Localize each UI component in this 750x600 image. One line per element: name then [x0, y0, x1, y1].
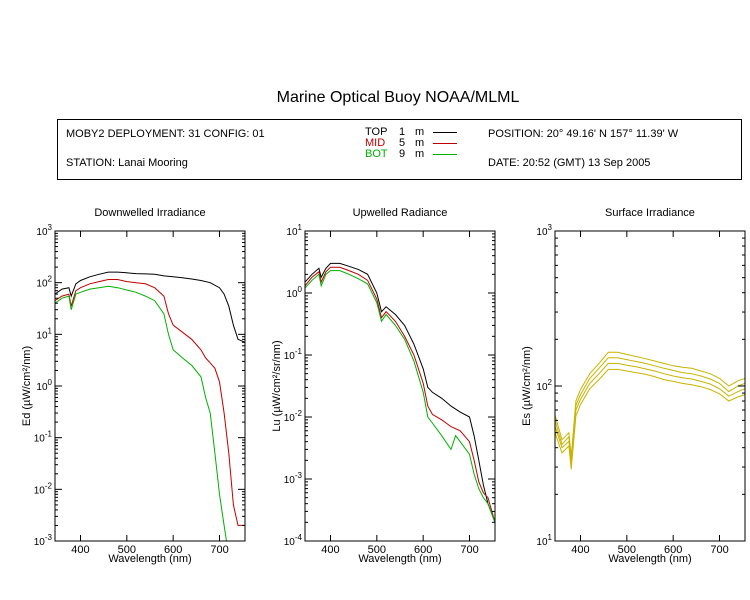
legend-top-name: TOP — [365, 126, 388, 138]
legend-top-depth: 1 — [399, 126, 406, 138]
legend-bot-unit: m — [415, 148, 425, 160]
x-tick-label: 500 — [118, 544, 136, 556]
y-axis-label: Es (µW/cm²/nm) — [521, 346, 533, 426]
series-line-top — [55, 271, 245, 343]
y-tick-label: 101 — [286, 223, 302, 238]
chart-panel-2: Upwelled Radiance 400 500 600 700 10-4 10-3 10-… — [271, 207, 496, 565]
x-tick-label: 700 — [210, 544, 228, 556]
x-tick-label: 500 — [618, 544, 636, 556]
y-tick-label: 100 — [286, 285, 302, 300]
y-tick-label: 102 — [536, 378, 552, 393]
x-tick-label: 400 — [71, 544, 89, 556]
chart-title: Upwelled Radiance — [353, 207, 448, 219]
x-tick-label: 400 — [571, 544, 589, 556]
series-line-bot — [305, 270, 495, 523]
y-tick-label: 103 — [536, 223, 552, 238]
series-line-bot — [55, 285, 238, 541]
series-line-3 — [555, 362, 745, 465]
legend-bot-name: BOT — [365, 148, 388, 160]
y-tick-label: 102 — [36, 275, 52, 290]
position-label: POSITION: 20° 49.16' N 157° 11.39' W — [488, 128, 679, 140]
x-tick-label: 600 — [414, 544, 432, 556]
series-line-4 — [555, 368, 745, 470]
legend-mid-line — [433, 143, 457, 144]
y-tick-label: 101 — [36, 326, 52, 341]
y-tick-label: 10-2 — [284, 409, 303, 424]
y-tick-label: 10-3 — [284, 471, 303, 486]
y-axis-label: Ed (µW/cm²/nm) — [21, 346, 33, 426]
series-line-1 — [555, 351, 745, 457]
x-axis-label: Wavelength (nm) — [608, 553, 691, 565]
series-line-mid — [55, 279, 245, 526]
y-tick-label: 10-2 — [34, 481, 53, 496]
legend-mid-unit: m — [415, 137, 425, 149]
chart-panel-3: Surface Irradiance 400 500 600 700 101 102 103 W… — [521, 207, 746, 565]
legend-bot-depth: 9 — [399, 148, 406, 160]
y-tick-label: 103 — [36, 223, 52, 238]
y-tick-label: 10-3 — [34, 533, 53, 548]
x-tick-label: 500 — [368, 544, 386, 556]
y-axis-label: Lu (µW/cm²/sr/nm) — [271, 340, 283, 431]
x-axis-label: Wavelength (nm) — [108, 553, 191, 565]
x-axis-label: Wavelength (nm) — [358, 553, 441, 565]
y-tick-label: 10-4 — [284, 533, 303, 548]
deployment-info-box: MOBY2 DEPLOYMENT: 31 CONFIG: 01 STATION:… — [57, 119, 742, 180]
legend-top-line — [433, 132, 457, 133]
deployment-label: MOBY2 DEPLOYMENT: 31 CONFIG: 01 — [66, 128, 265, 140]
x-tick-label: 600 — [164, 544, 182, 556]
plot-frame — [554, 230, 746, 542]
x-tick-label: 700 — [710, 544, 728, 556]
station-label: STATION: Lanai Mooring — [66, 157, 188, 169]
date-label: DATE: 20:52 (GMT) 13 Sep 2005 — [488, 157, 651, 169]
chart-panel-1: Downwelled Irradiance 400 500 600 700 10-3 10-… — [21, 207, 246, 565]
y-tick-label: 10-1 — [284, 347, 303, 362]
chart-title: Surface Irradiance — [605, 207, 695, 219]
legend-mid-name: MID — [365, 137, 386, 149]
plot-frame — [304, 230, 496, 542]
x-tick-label: 700 — [460, 544, 478, 556]
series-line-2 — [555, 357, 745, 461]
y-tick-label: 100 — [36, 378, 52, 393]
x-tick-label: 600 — [664, 544, 682, 556]
legend-mid-depth: 5 — [399, 137, 406, 149]
plot-frame — [54, 230, 246, 542]
legend-bot-line — [433, 154, 457, 155]
series-line-top — [305, 262, 495, 523]
y-tick-label: 10-1 — [34, 430, 53, 445]
series-line-mid — [305, 266, 495, 523]
x-tick-label: 400 — [321, 544, 339, 556]
legend-top-unit: m — [415, 126, 425, 138]
y-tick-label: 101 — [536, 533, 552, 548]
chart-main-title: Marine Optical Buoy NOAA/MLML — [276, 89, 520, 106]
chart-title: Downwelled Irradiance — [94, 207, 205, 219]
